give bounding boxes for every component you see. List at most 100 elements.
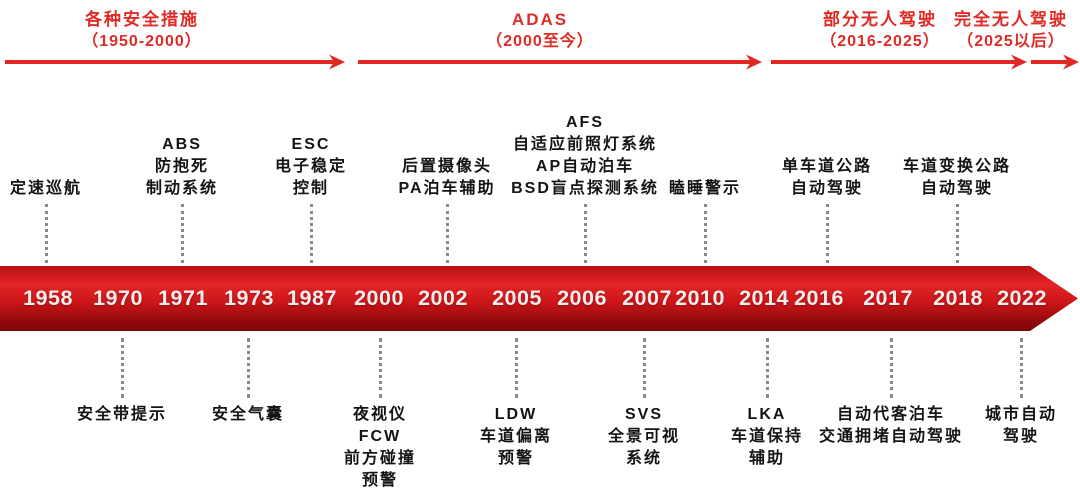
event-label-line: 自动驾驶 bbox=[920, 180, 994, 197]
era-arrow-3 bbox=[771, 54, 1027, 70]
event-label-line: 安全带提示 bbox=[76, 406, 168, 423]
era-title: 完全无人驾驶 bbox=[954, 10, 1068, 29]
dotted-connector-2014 bbox=[766, 338, 769, 398]
event-above-2018: 车道变换公路 自动驾驶 bbox=[903, 156, 1011, 200]
year-2000: 2000 bbox=[354, 286, 404, 310]
event-above-1987: ESC 电子稳定控制 bbox=[275, 134, 347, 200]
event-label-line: 自动代客泊车 bbox=[836, 406, 946, 423]
event-label-line: BSD盲点探测系统 bbox=[511, 180, 659, 197]
era-subtitle: （1950-2000） bbox=[82, 33, 202, 50]
year-1958: 1958 bbox=[23, 286, 73, 310]
event-label-line: ABS bbox=[162, 136, 202, 153]
event-label-line: 自动驾驶 bbox=[790, 180, 864, 197]
arrowhead-right-icon bbox=[1011, 54, 1027, 70]
event-above-2010: 瞌睡警示 bbox=[669, 178, 741, 200]
event-label-line: 车道保持 bbox=[730, 428, 804, 445]
arrowhead-right-icon bbox=[329, 54, 345, 70]
event-label-line: 后置摄像头 bbox=[401, 158, 493, 175]
event-below-2017: 自动代客泊车交通拥堵自动驾驶 bbox=[819, 404, 963, 448]
dotted-connector-1970 bbox=[121, 338, 124, 398]
year-1973: 1973 bbox=[224, 286, 274, 310]
era-label-3: 部分无人驾驶 （2016-2025） bbox=[820, 9, 940, 52]
dotted-connector-2016 bbox=[826, 204, 829, 263]
event-label-line: 城市自动 bbox=[984, 406, 1058, 423]
event-label-line: 车道变换公路 bbox=[902, 158, 1012, 175]
dotted-connector-1958 bbox=[45, 204, 48, 263]
event-above-2006: AFS 自适应前照灯系统 AP自动泊车 BSD盲点探测系统 bbox=[511, 112, 659, 200]
event-label-line: LDW bbox=[494, 406, 538, 423]
era-subtitle: （2000至今） bbox=[486, 33, 594, 50]
year-2017: 2017 bbox=[863, 286, 913, 310]
dotted-connector-2017 bbox=[890, 338, 893, 398]
year-2006: 2006 bbox=[557, 286, 607, 310]
era-title: ADAS bbox=[511, 10, 569, 29]
event-below-1970: 安全带提示 bbox=[77, 404, 167, 426]
era-subtitle: （2016-2025） bbox=[820, 33, 940, 50]
year-1987: 1987 bbox=[287, 286, 337, 310]
event-label-line: LKA bbox=[747, 406, 787, 423]
era-arrow-4 bbox=[1031, 54, 1079, 70]
event-below-2014: LKA 车道保持辅助 bbox=[731, 404, 803, 470]
era-subtitle: （2025以后） bbox=[957, 33, 1065, 50]
dotted-connector-2022 bbox=[1020, 338, 1023, 398]
year-2005: 2005 bbox=[492, 286, 542, 310]
year-2018: 2018 bbox=[933, 286, 983, 310]
event-label-line: 单车道公路 bbox=[781, 158, 873, 175]
event-below-1973: 安全气囊 bbox=[212, 404, 284, 426]
year-2002: 2002 bbox=[418, 286, 468, 310]
arrowhead-right-icon bbox=[1063, 54, 1079, 70]
event-below-2007: SVS 全景可视系统 bbox=[608, 404, 680, 470]
year-2022: 2022 bbox=[997, 286, 1047, 310]
event-label-line: 电子稳定 bbox=[274, 158, 348, 175]
event-above-2002: 后置摄像头 PA泊车辅助 bbox=[398, 156, 495, 200]
era-label-1: 各种安全措施 （1950-2000） bbox=[82, 9, 202, 52]
event-label-line: ESC bbox=[291, 136, 331, 153]
era-label-4: 完全无人驾驶 （2025以后） bbox=[954, 9, 1068, 52]
event-label-line: 安全气囊 bbox=[211, 406, 285, 423]
event-label-line: 预警 bbox=[497, 450, 535, 467]
dotted-connector-2002 bbox=[446, 204, 449, 263]
event-below-2005: LDW 车道偏离预警 bbox=[480, 404, 552, 470]
timeline-band bbox=[0, 266, 1078, 331]
year-1970: 1970 bbox=[93, 286, 143, 310]
event-label-line: AP自动泊车 bbox=[535, 158, 635, 175]
event-label-line: 车道偏离 bbox=[479, 428, 553, 445]
dotted-connector-1987 bbox=[310, 204, 313, 263]
era-title: 部分无人驾驶 bbox=[823, 10, 937, 29]
dotted-connector-1971 bbox=[181, 204, 184, 263]
era-arrow-2 bbox=[358, 54, 762, 70]
event-label-line: FCW bbox=[358, 428, 402, 445]
event-label-line: 预警 bbox=[361, 472, 399, 489]
event-label-line: 瞌睡警示 bbox=[668, 180, 742, 197]
era-title: 各种安全措施 bbox=[85, 10, 199, 29]
dotted-connector-1973 bbox=[247, 338, 250, 398]
event-label-line: SVS bbox=[624, 406, 664, 423]
event-label-line: 控制 bbox=[292, 180, 330, 197]
year-2014: 2014 bbox=[739, 286, 789, 310]
event-above-2016: 单车道公路 自动驾驶 bbox=[782, 156, 872, 200]
event-label-line: 夜视仪 bbox=[352, 406, 408, 423]
event-label-line: 全景可视 bbox=[607, 428, 681, 445]
dotted-connector-2006 bbox=[584, 204, 587, 263]
event-label-line: 定速巡航 bbox=[9, 180, 83, 197]
event-above-1971: ABS 防抱死制动系统 bbox=[146, 134, 218, 200]
dotted-connector-2005 bbox=[515, 338, 518, 398]
event-below-2022: 城市自动 驾驶 bbox=[985, 404, 1057, 448]
event-below-2000: 夜视仪 FCW 前方碰撞 预警 bbox=[344, 404, 416, 492]
event-label-line: 交通拥堵自动驾驶 bbox=[818, 428, 964, 445]
event-label-line: 自适应前照灯系统 bbox=[512, 136, 658, 153]
year-2010: 2010 bbox=[675, 286, 725, 310]
era-arrow-1 bbox=[5, 54, 345, 70]
dotted-connector-2000 bbox=[379, 338, 382, 398]
event-label-line: 辅助 bbox=[748, 450, 786, 467]
arrowhead-right-icon bbox=[746, 54, 762, 70]
event-above-1958: 定速巡航 bbox=[10, 178, 82, 200]
dotted-connector-2007 bbox=[643, 338, 646, 398]
dotted-connector-2018 bbox=[956, 204, 959, 263]
event-label-line: 防抱死 bbox=[154, 158, 210, 175]
event-label-line: 系统 bbox=[625, 450, 663, 467]
year-1971: 1971 bbox=[158, 286, 208, 310]
event-label-line: 制动系统 bbox=[145, 180, 219, 197]
